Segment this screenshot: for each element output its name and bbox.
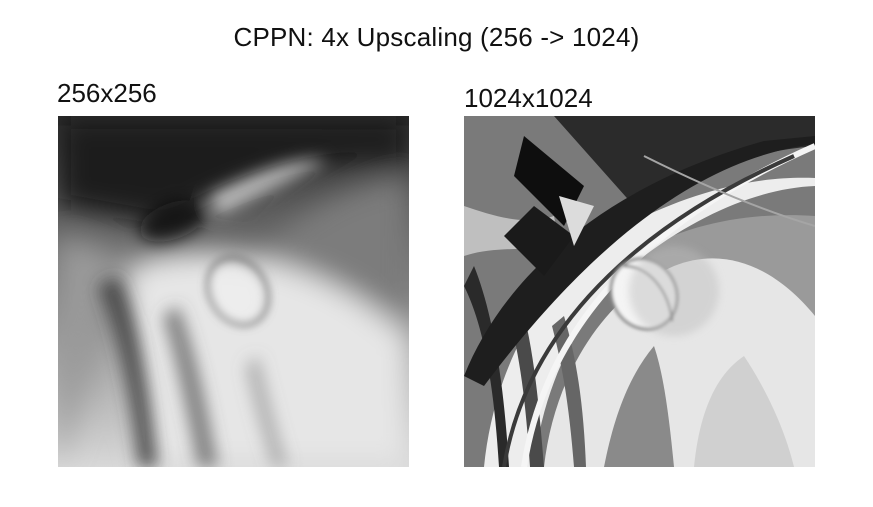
low-res-label: 256x256 xyxy=(57,78,157,108)
high-res-image xyxy=(464,116,815,467)
low-res-image xyxy=(58,116,409,467)
high-res-label: 1024x1024 xyxy=(464,83,593,113)
figure-title: CPPN: 4x Upscaling (256 -> 1024) xyxy=(233,22,640,52)
